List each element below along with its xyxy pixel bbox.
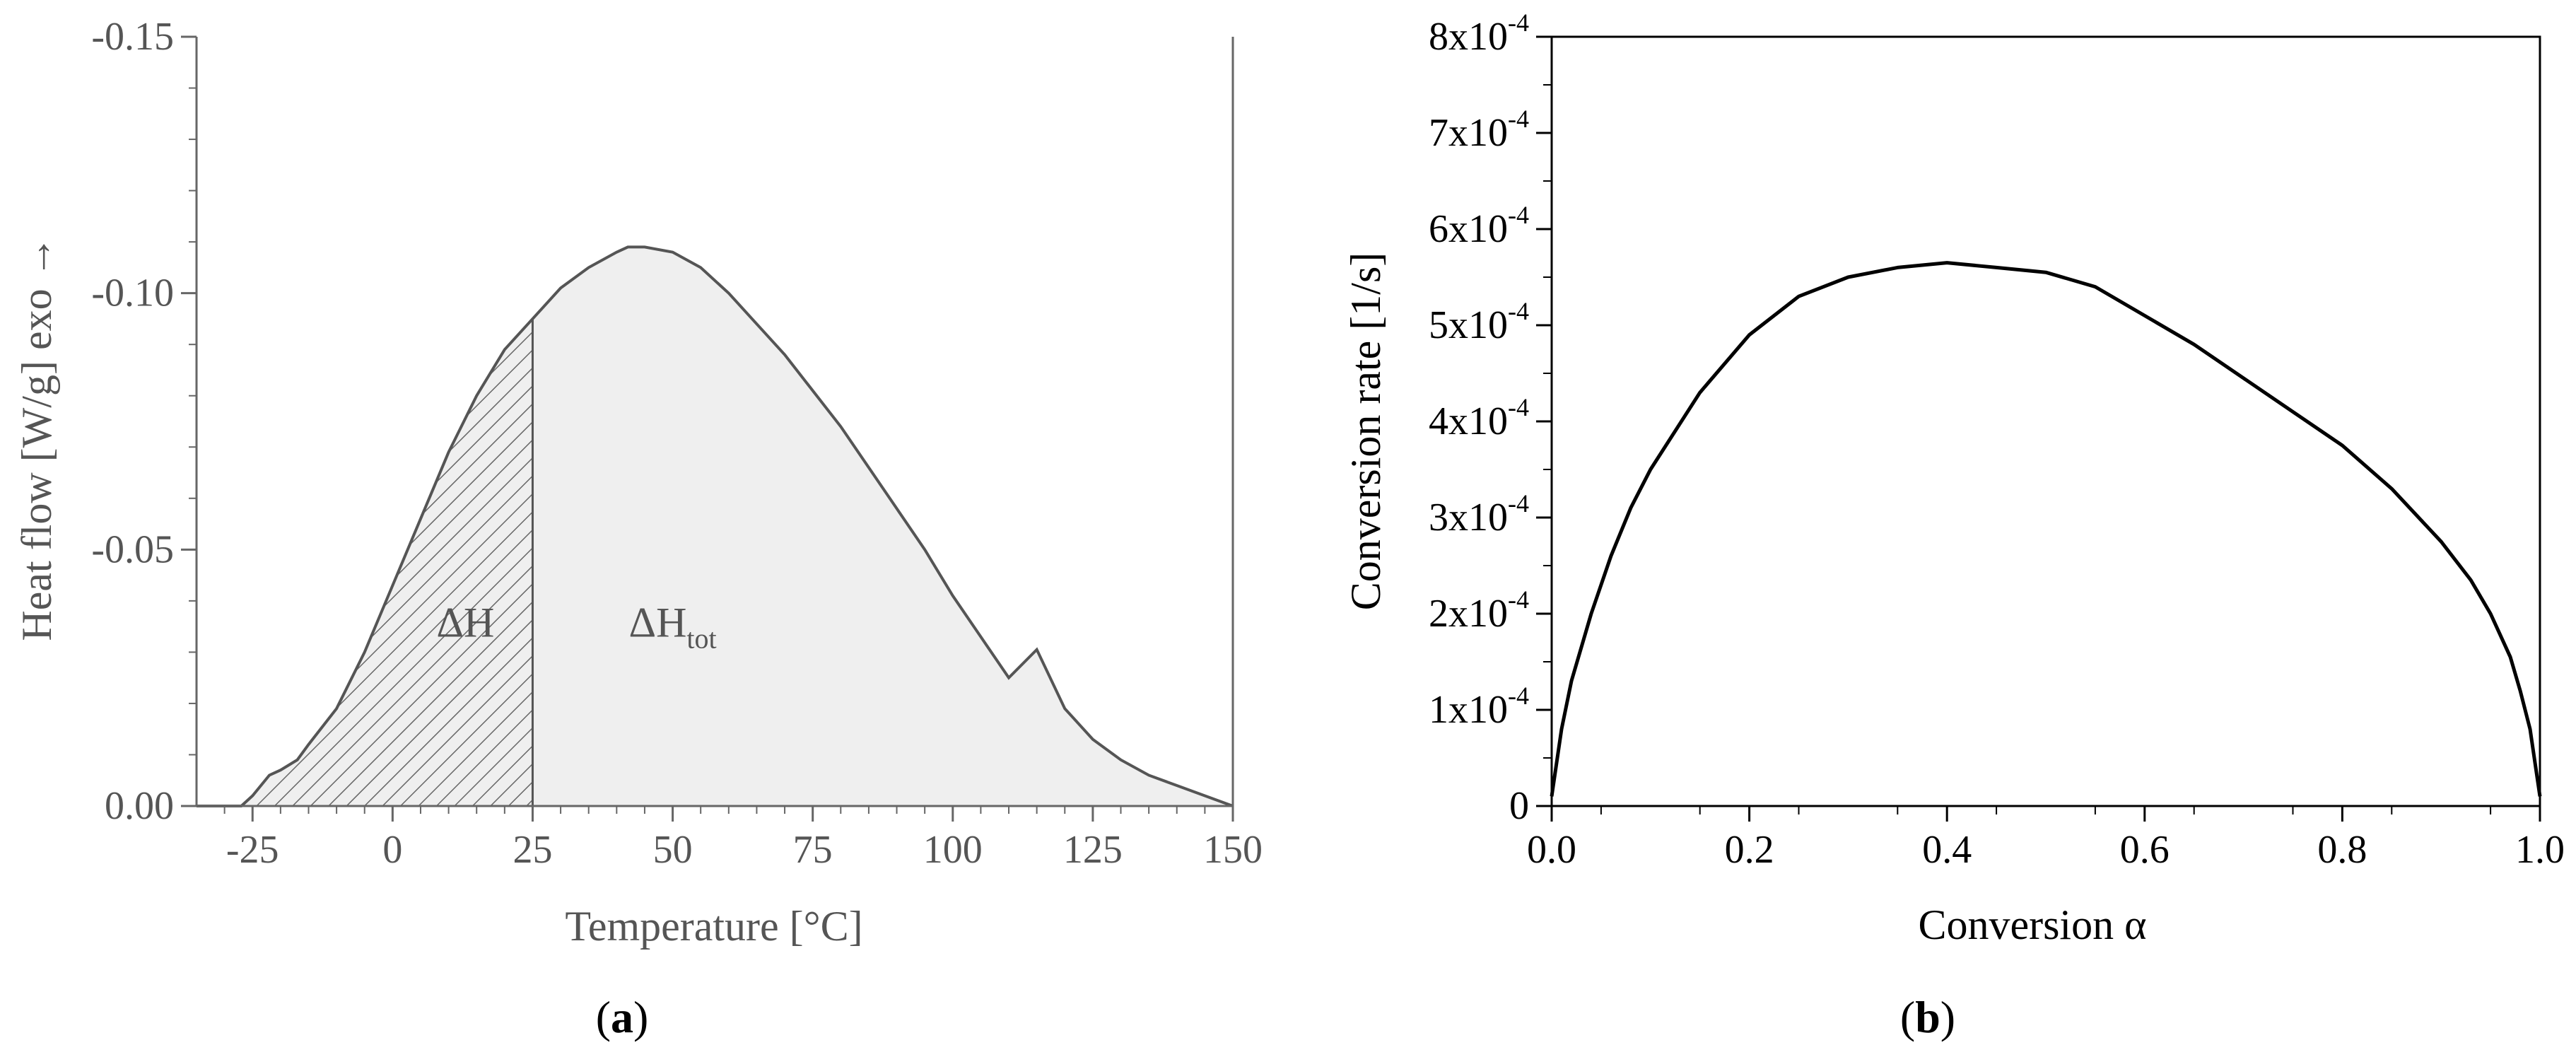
annotation-delta-h: ΔH — [436, 600, 494, 646]
y-tick-label-b: 0 — [1509, 784, 1529, 828]
tick-exponent: -4 — [1508, 489, 1529, 518]
x-tick-label-a: -25 — [226, 828, 279, 872]
y-tick-label-b: 7x10-4 — [1429, 105, 1529, 155]
x-tick-label-a: 50 — [653, 828, 693, 872]
y-tick-label-a: -0.15 — [91, 15, 174, 59]
y-axis-title-a: Heat flow [W/g] exo → — [13, 235, 60, 641]
tick-mantissa: 0 — [1509, 784, 1529, 828]
x-tick-label-b: 0.2 — [1725, 828, 1774, 872]
x-tick-label-a: 100 — [923, 828, 983, 872]
x-tick-label-a: 150 — [1203, 828, 1263, 872]
x-tick-label-a: 25 — [513, 828, 552, 872]
y-tick-label-a: 0.00 — [105, 784, 174, 828]
y-tick-label-a: -0.05 — [91, 527, 174, 571]
annotation-main: ΔH — [628, 600, 686, 646]
y-tick-label-b: 6x10-4 — [1429, 201, 1529, 251]
x-tick-label-b: 0.0 — [1527, 828, 1576, 872]
panel-label-a: (a) — [596, 992, 649, 1042]
tick-mantissa: 6x10 — [1429, 207, 1508, 251]
tick-mantissa: 1x10 — [1429, 688, 1508, 732]
x-axis-title-a: Temperature [°C] — [565, 903, 862, 950]
tick-exponent: -4 — [1508, 393, 1529, 421]
area-hatched-partial — [241, 318, 533, 806]
x-tick-label-a: 0 — [382, 828, 402, 872]
tick-mantissa: 7x10 — [1429, 111, 1508, 155]
tick-mantissa: 2x10 — [1429, 592, 1508, 636]
y-tick-label-b: 8x10-4 — [1429, 8, 1529, 59]
tick-exponent: -4 — [1508, 297, 1529, 325]
y-tick-label-b: 5x10-4 — [1429, 297, 1529, 347]
y-tick-label-a: -0.10 — [91, 271, 174, 315]
annotation-delta-h-tot: ΔHtot — [628, 600, 716, 655]
x-tick-label-b: 0.4 — [1922, 828, 1972, 872]
tick-mantissa: 8x10 — [1429, 15, 1508, 59]
y-tick-label-b: 4x10-4 — [1429, 393, 1529, 443]
heat-flow-line — [197, 245, 1234, 807]
tick-mantissa: 5x10 — [1429, 303, 1508, 347]
annotation-subscript: tot — [686, 623, 716, 655]
x-tick-label-b: 0.8 — [2317, 828, 2367, 872]
tick-exponent: -4 — [1508, 105, 1529, 133]
tick-exponent: -4 — [1508, 201, 1529, 229]
y-tick-label-b: 2x10-4 — [1429, 585, 1529, 636]
chart-b: 0.0 0.2 0.4 0.6 0.8 1.001x10-42x10-43x10-44x1… — [1342, 8, 2565, 1042]
tick-exponent: -4 — [1508, 585, 1529, 614]
x-axis-title-b: Conversion α — [1918, 901, 2146, 948]
x-tick-label-b: 1.0 — [2515, 828, 2565, 872]
conversion-rate-line — [1550, 261, 2542, 797]
tick-exponent: -4 — [1508, 8, 1529, 37]
tick-mantissa: 3x10 — [1429, 496, 1508, 539]
y-tick-label-b: 3x10-4 — [1429, 489, 1529, 539]
panel-label-b: (b) — [1900, 992, 1955, 1042]
chart-a: -25 0 25 50 75 100 125 150 0.00 -0.05 -0.10 -0.15 ΔH… — [13, 15, 1263, 1042]
y-axis-title-b: Conversion rate [1/s] — [1342, 252, 1389, 611]
x-tick-label-b: 0.6 — [2120, 828, 2170, 872]
tick-exponent: -4 — [1508, 682, 1529, 710]
tick-mantissa: 4x10 — [1429, 399, 1508, 443]
y-tick-label-b: 1x10-4 — [1429, 682, 1529, 732]
x-tick-label-a: 125 — [1063, 828, 1123, 872]
x-tick-label-a: 75 — [793, 828, 833, 872]
plot-frame-b — [1550, 35, 2541, 807]
